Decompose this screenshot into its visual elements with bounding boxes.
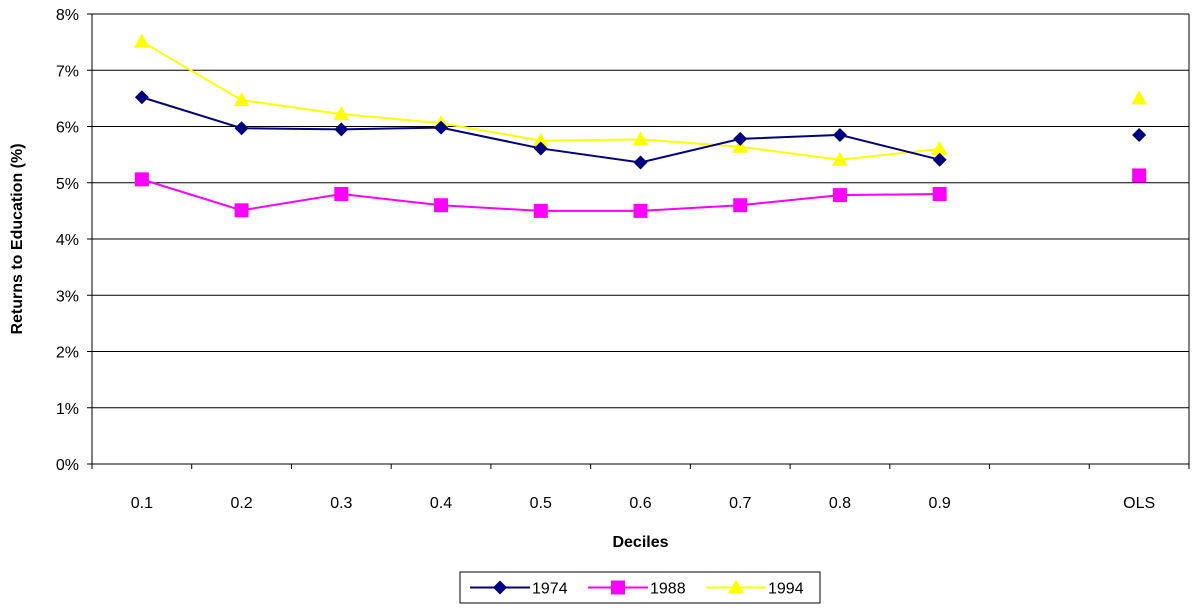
y-axis-title: Returns to Education (%) xyxy=(9,143,26,334)
legend-label: 1994 xyxy=(768,581,804,598)
data-point-1994 xyxy=(233,92,250,107)
data-point-1994 xyxy=(133,33,150,48)
legend-label: 1988 xyxy=(650,581,686,598)
x-tick-label: 0.4 xyxy=(430,495,452,512)
data-point-1988 xyxy=(533,203,548,218)
x-axis-title: Deciles xyxy=(612,534,668,551)
legend-item-1988: 1988 xyxy=(588,580,686,598)
data-point-1988 xyxy=(234,203,249,218)
data-point-1974 xyxy=(733,131,748,146)
x-tick-label: 0.5 xyxy=(530,495,552,512)
x-tick-label: 0.1 xyxy=(131,495,153,512)
data-point-1974 xyxy=(234,121,249,136)
data-point-1994 xyxy=(831,151,848,166)
series-1988 xyxy=(134,168,1147,218)
y-tick-label: 1% xyxy=(56,401,79,418)
y-tick-label: 4% xyxy=(56,232,79,249)
data-point-1974 xyxy=(932,152,947,167)
data-point-1974 xyxy=(633,155,648,170)
data-point-1974 xyxy=(334,122,349,137)
data-point-1994 xyxy=(632,131,649,146)
legend-item-1974: 1974 xyxy=(470,580,568,598)
data-point-1988 xyxy=(334,187,349,201)
y-tick-label: 6% xyxy=(56,120,79,137)
ols-point-1994 xyxy=(1131,90,1148,105)
ols-point-1988 xyxy=(1132,168,1147,183)
data-point-1994 xyxy=(931,141,948,155)
x-tick-label: 0.2 xyxy=(230,495,252,512)
y-ticks: 0% 1% 2% 3% 4% 5% 6% 7% 8% xyxy=(56,7,92,474)
y-tick-label: 7% xyxy=(56,63,79,80)
y-tick-label: 0% xyxy=(56,457,79,474)
x-tick-label: 0.7 xyxy=(729,495,751,512)
data-point-1988 xyxy=(932,187,947,201)
data-point-1988 xyxy=(434,198,449,213)
data-point-1974 xyxy=(533,141,548,156)
series-1974 xyxy=(134,90,1147,170)
legend-swatch-marker xyxy=(493,580,507,595)
data-point-1994 xyxy=(333,106,350,121)
data-point-1994 xyxy=(532,132,549,147)
ols-point-1974 xyxy=(1132,127,1147,142)
legend-item-1994: 1994 xyxy=(706,579,804,598)
y-tick-label: 5% xyxy=(56,176,79,193)
x-ticks: 0.1 0.2 0.3 0.4 0.5 0.6 0.7 0.8 0.9 OLS xyxy=(91,464,1190,512)
legend-swatch-marker xyxy=(728,579,744,594)
data-point-1988 xyxy=(832,188,847,203)
y-tick-label: 8% xyxy=(56,7,79,24)
series-group xyxy=(133,33,1148,218)
data-point-1988 xyxy=(134,172,149,187)
x-tick-label: OLS xyxy=(1123,495,1155,512)
gridlines xyxy=(92,13,1190,464)
x-tick-label: 0.9 xyxy=(929,495,951,512)
x-tick-label: 0.3 xyxy=(330,495,352,512)
data-point-1988 xyxy=(733,198,748,213)
x-tick-label: 0.6 xyxy=(629,495,651,512)
data-point-1974 xyxy=(434,120,449,135)
legend-swatch-marker xyxy=(611,580,625,595)
data-point-1988 xyxy=(633,203,648,218)
y-tick-label: 3% xyxy=(56,288,79,305)
y-tick-label: 2% xyxy=(56,345,79,362)
x-tick-label: 0.8 xyxy=(829,495,851,512)
data-point-1974 xyxy=(134,90,149,105)
data-point-1974 xyxy=(832,127,847,142)
legend-label: 1974 xyxy=(532,581,568,598)
legend: 1974 1988 1994 xyxy=(459,571,821,604)
series-1994 xyxy=(133,33,1148,166)
